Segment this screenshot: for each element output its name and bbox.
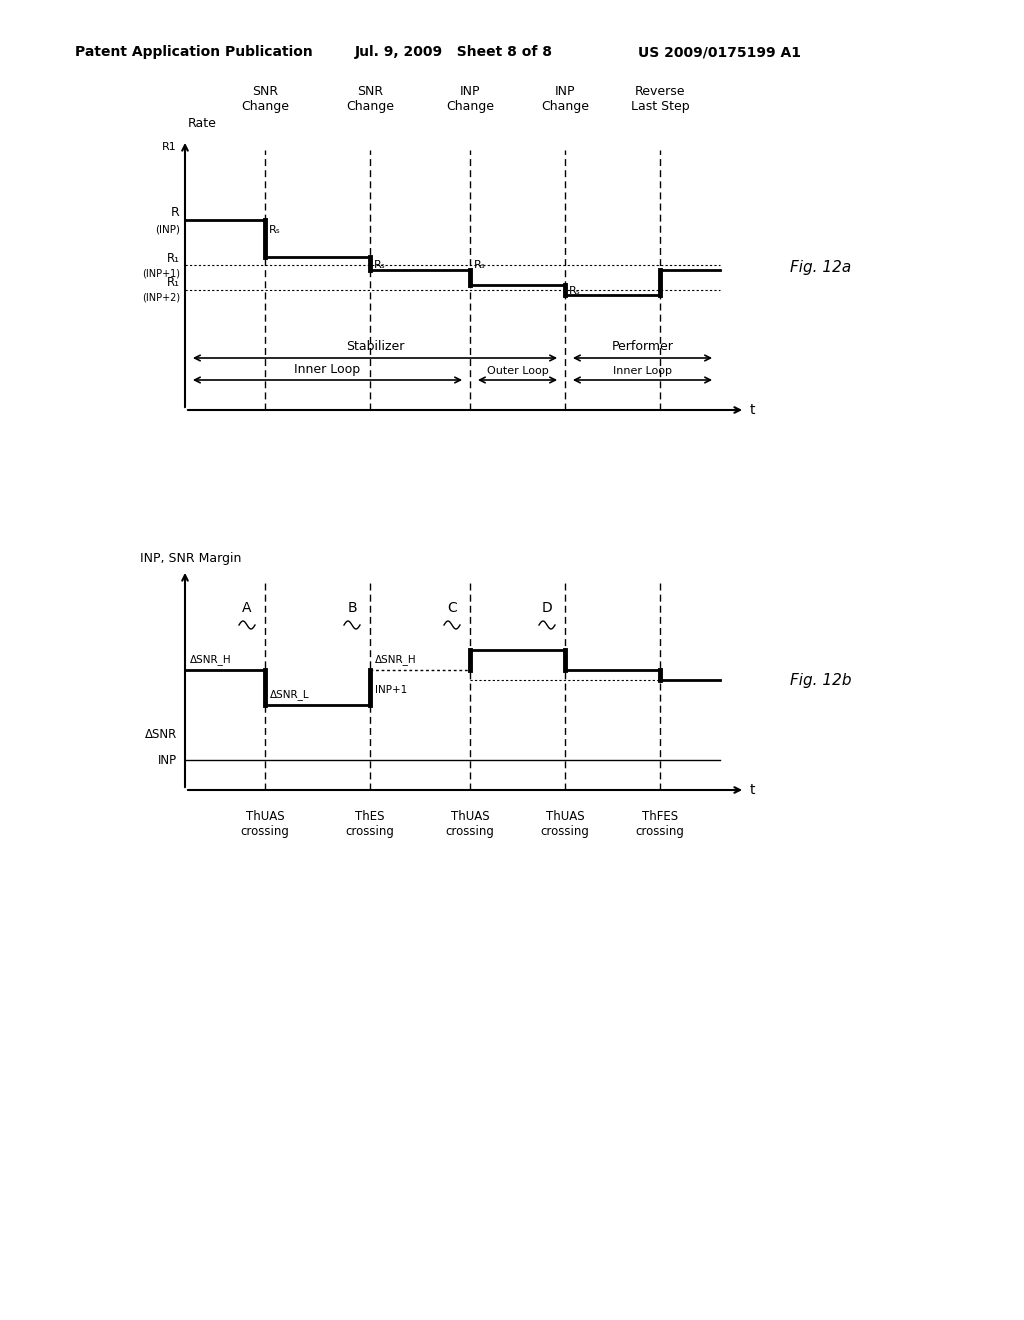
Text: SNR
Change: SNR Change [346,84,394,114]
Text: C: C [447,601,457,615]
Text: Inner Loop: Inner Loop [295,363,360,376]
Text: ΔSNR_L: ΔSNR_L [270,689,309,700]
Text: Inner Loop: Inner Loop [613,366,672,376]
Text: t: t [750,403,756,417]
Text: D: D [542,601,552,615]
Text: ThUAS
crossing: ThUAS crossing [241,810,290,838]
Text: t: t [750,783,756,797]
Text: INP
Change: INP Change [541,84,589,114]
Text: ThUAS
crossing: ThUAS crossing [445,810,495,838]
Text: Outer Loop: Outer Loop [486,366,549,376]
Text: ΔSNR_H: ΔSNR_H [375,655,417,665]
Text: Rₛ: Rₛ [474,260,485,271]
Text: ΔSNR: ΔSNR [144,729,177,742]
Text: B: B [347,601,356,615]
Text: Rₛ: Rₛ [374,260,386,271]
Text: US 2009/0175199 A1: US 2009/0175199 A1 [638,45,801,59]
Text: R₁: R₁ [167,276,180,289]
Text: Jul. 9, 2009   Sheet 8 of 8: Jul. 9, 2009 Sheet 8 of 8 [355,45,553,59]
Text: INP
Change: INP Change [446,84,494,114]
Text: ThFES
crossing: ThFES crossing [636,810,684,838]
Text: R: R [171,206,180,219]
Text: (INP+2): (INP+2) [142,293,180,304]
Text: Performer: Performer [611,341,674,352]
Text: R₁: R₁ [167,252,180,264]
Text: Reverse
Last Step: Reverse Last Step [631,84,689,114]
Text: Rₛ: Rₛ [569,286,581,296]
Text: INP, SNR Margin: INP, SNR Margin [140,552,242,565]
Text: Rₛ: Rₛ [269,224,281,235]
Text: Rate: Rate [188,117,217,129]
Text: Patent Application Publication: Patent Application Publication [75,45,312,59]
Text: Fig. 12b: Fig. 12b [790,672,852,688]
Text: INP+1: INP+1 [375,685,408,696]
Text: Stabilizer: Stabilizer [346,341,404,352]
Text: ThUAS
crossing: ThUAS crossing [541,810,590,838]
Text: Fig. 12a: Fig. 12a [790,260,851,275]
Text: A: A [243,601,252,615]
Text: ThES
crossing: ThES crossing [345,810,394,838]
Text: (INP): (INP) [155,224,180,234]
Text: R1: R1 [162,143,177,152]
Text: (INP+1): (INP+1) [142,268,180,279]
Text: ΔSNR_H: ΔSNR_H [190,655,231,665]
Text: INP: INP [158,754,177,767]
Text: SNR
Change: SNR Change [241,84,289,114]
